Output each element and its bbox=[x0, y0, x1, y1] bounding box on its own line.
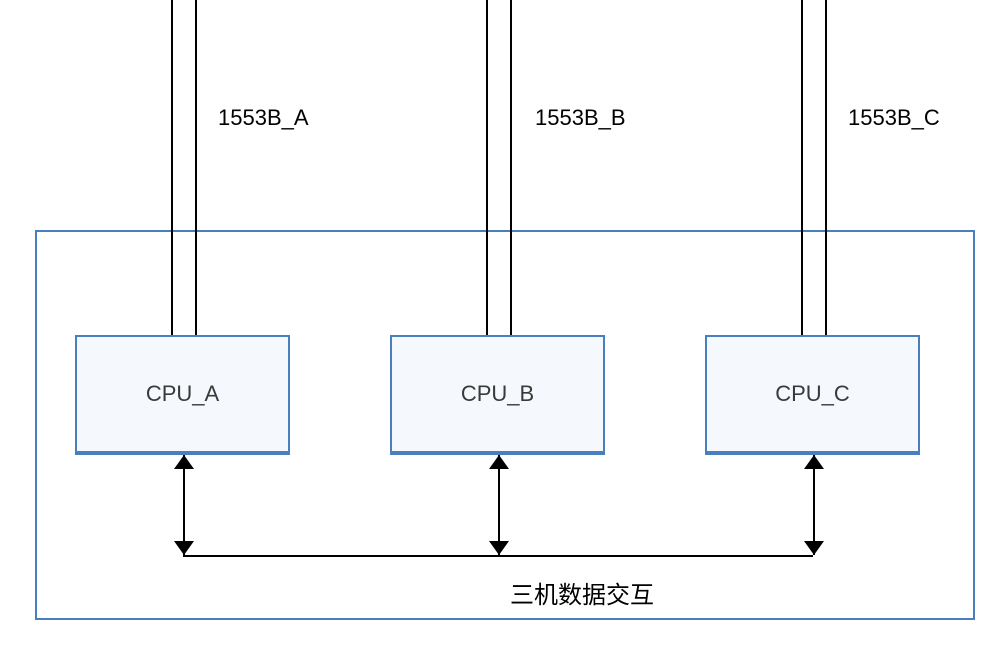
cpu-c-label: CPU_C bbox=[775, 381, 850, 407]
interconnect-drop-a bbox=[183, 455, 185, 555]
arrow-down-icon bbox=[174, 541, 194, 555]
interconnect-drop-b bbox=[498, 455, 500, 555]
cpu-c-box: CPU_C bbox=[705, 335, 920, 455]
bus-a-line-left bbox=[171, 0, 173, 335]
cpu-a-label: CPU_A bbox=[146, 381, 219, 407]
arrow-down-icon bbox=[489, 541, 509, 555]
bus-a-line-right bbox=[195, 0, 197, 335]
interconnect-drop-c bbox=[813, 455, 815, 555]
diagram-canvas: CPU_A CPU_B CPU_C 1553B_A 1553B_B 1553B_… bbox=[0, 0, 1000, 652]
bus-c-line-right bbox=[825, 0, 827, 335]
bus-b-label: 1553B_B bbox=[535, 105, 626, 131]
cpu-a-box: CPU_A bbox=[75, 335, 290, 455]
bus-a-label: 1553B_A bbox=[218, 105, 309, 131]
cpu-b-label: CPU_B bbox=[461, 381, 534, 407]
bus-b-line-left bbox=[486, 0, 488, 335]
interconnect-label: 三机数据交互 bbox=[510, 575, 654, 610]
bus-c-line-left bbox=[801, 0, 803, 335]
arrow-up-icon bbox=[804, 455, 824, 469]
bus-c-label: 1553B_C bbox=[848, 105, 940, 131]
arrow-up-icon bbox=[174, 455, 194, 469]
arrow-up-icon bbox=[489, 455, 509, 469]
cpu-b-box: CPU_B bbox=[390, 335, 605, 455]
interconnect-bus-line bbox=[183, 555, 813, 557]
bus-b-line-right bbox=[510, 0, 512, 335]
arrow-down-icon bbox=[804, 541, 824, 555]
